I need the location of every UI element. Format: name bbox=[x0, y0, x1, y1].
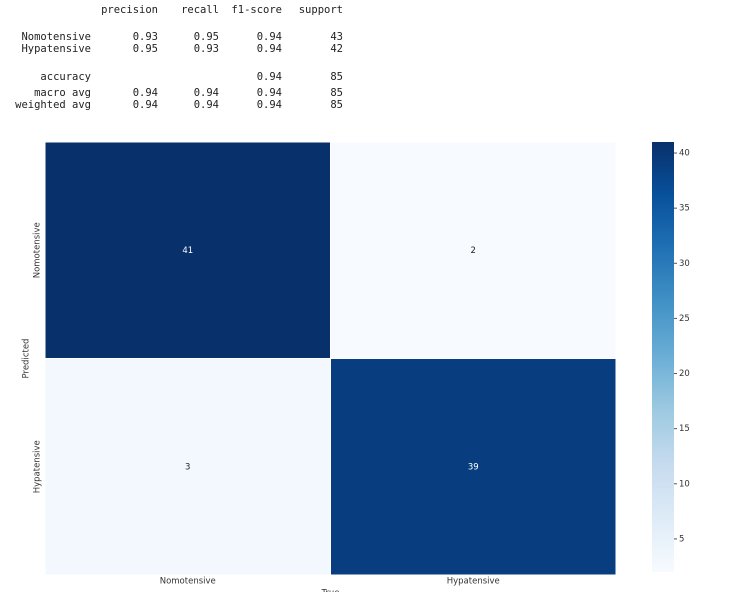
colorbar-tick-label: 30 bbox=[679, 259, 690, 269]
report-row-label: Nomotensive bbox=[21, 31, 91, 43]
colorbar-tick-label: 25 bbox=[679, 314, 690, 324]
colorbar bbox=[652, 142, 674, 572]
heatmap-cell bbox=[330, 141, 617, 359]
report-cell: 0.94 bbox=[133, 87, 158, 99]
x-tick-label: Nomotensive bbox=[160, 577, 216, 587]
report-cell: 0.93 bbox=[133, 31, 158, 43]
y-tick-label: Hypatensive bbox=[33, 440, 43, 493]
x-axis-label: True bbox=[320, 589, 339, 592]
report-cell: 0.94 bbox=[257, 31, 282, 43]
report-cell: 0.95 bbox=[133, 43, 158, 55]
cell-label: 2 bbox=[471, 246, 476, 256]
colorbar-tick-label: 10 bbox=[679, 479, 690, 489]
cell-label: 3 bbox=[185, 462, 190, 472]
report-cell: 0.93 bbox=[194, 43, 219, 55]
cell-label: 41 bbox=[182, 246, 193, 256]
report-cell: 0.94 bbox=[257, 71, 282, 83]
report-header: recall bbox=[181, 4, 219, 16]
report-cell: 0.94 bbox=[257, 43, 282, 55]
report-cell: 0.94 bbox=[133, 99, 158, 111]
heatmap-cell bbox=[44, 358, 331, 576]
x-tick-label: Hypatensive bbox=[447, 577, 500, 587]
y-tick-label: Nomotensive bbox=[33, 222, 43, 278]
report-cell: 0.95 bbox=[194, 31, 219, 43]
report-row-label: weighted avg bbox=[15, 99, 91, 111]
report-header: f1-score bbox=[231, 4, 282, 16]
cell-label: 39 bbox=[468, 462, 479, 472]
colorbar-tick-label: 5 bbox=[679, 534, 684, 544]
heatmap-cell bbox=[330, 358, 617, 576]
y-axis-label: Predicted bbox=[22, 339, 32, 379]
report-cell: 42 bbox=[330, 43, 343, 55]
report-cell: 85 bbox=[330, 87, 343, 99]
report-row-label: accuracy bbox=[40, 71, 91, 83]
colorbar-tick-label: 20 bbox=[679, 369, 690, 379]
report-cell: 0.94 bbox=[194, 87, 219, 99]
report-cell: 43 bbox=[330, 31, 343, 43]
report-header: support bbox=[299, 4, 343, 16]
report-cell: 0.94 bbox=[194, 99, 219, 111]
heatmap-cell bbox=[44, 141, 331, 359]
report-row-label: macro avg bbox=[34, 87, 91, 99]
colorbar-tick-label: 40 bbox=[679, 149, 690, 159]
report-header: precision bbox=[101, 4, 158, 16]
colorbar-tick-label: 35 bbox=[679, 204, 690, 214]
report-cell: 85 bbox=[330, 71, 343, 83]
report-cell: 0.94 bbox=[257, 99, 282, 111]
report-row-label: Hypatensive bbox=[21, 43, 91, 55]
colorbar-tick-label: 15 bbox=[679, 424, 690, 434]
report-cell: 0.94 bbox=[257, 87, 282, 99]
report-cell: 85 bbox=[330, 99, 343, 111]
